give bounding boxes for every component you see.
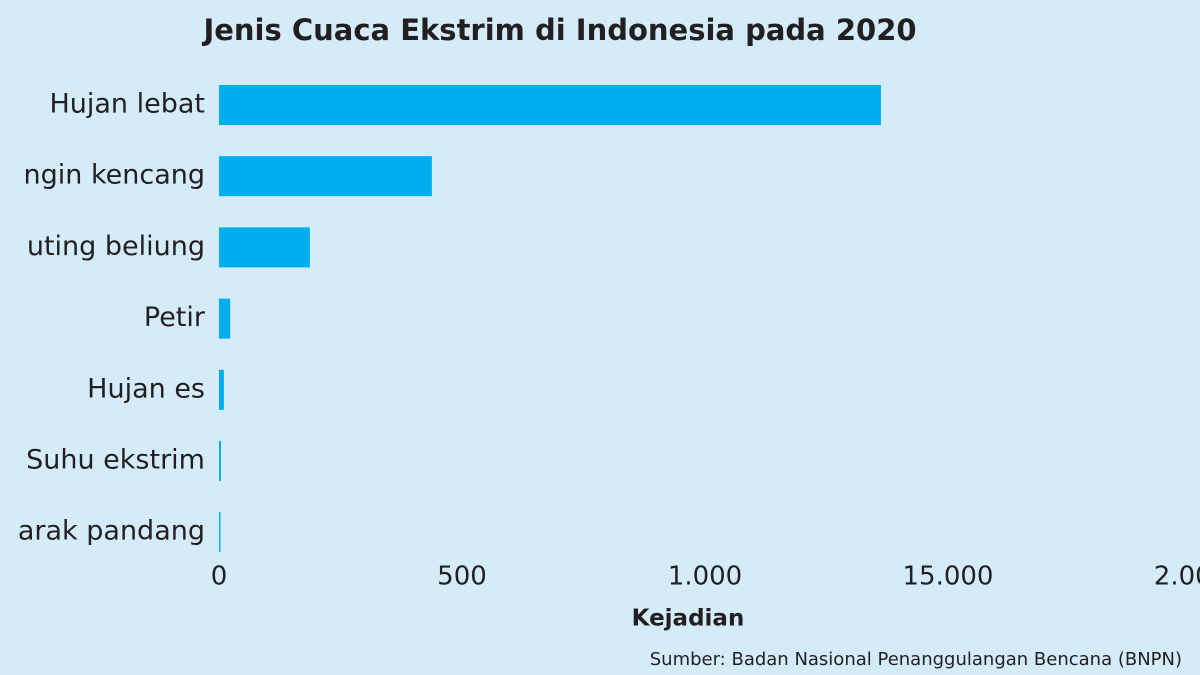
- y-tick-label: Petir: [144, 302, 206, 333]
- bar: [219, 227, 310, 268]
- chart-title: Jenis Cuaca Ekstrim di Indonesia pada 20…: [201, 13, 916, 47]
- y-tick-label: Hujan lebat: [49, 89, 205, 120]
- y-tick-label: Suhu ekstrim: [26, 445, 205, 476]
- y-tick-label: uting beliung: [27, 231, 205, 262]
- bar: [219, 156, 432, 197]
- bar: [219, 441, 221, 481]
- bar: [219, 512, 221, 553]
- x-tick-label: 0: [211, 562, 228, 592]
- x-axis-title: Kejadian: [632, 606, 745, 632]
- y-tick-label: arak pandang: [18, 516, 205, 547]
- x-tick-label: 2.000: [1154, 562, 1200, 592]
- x-tick-label: 15.000: [903, 562, 994, 592]
- y-tick-label: Hujan es: [87, 373, 205, 404]
- x-tick-label: 500: [437, 562, 487, 592]
- bar: [219, 85, 881, 125]
- bar: [219, 298, 231, 339]
- y-tick-label: ngin kencang: [24, 160, 206, 191]
- source-note: Sumber: Badan Nasional Penanggulangan Be…: [650, 649, 1182, 670]
- x-tick-label: 1.000: [668, 562, 742, 592]
- bar: [219, 369, 224, 410]
